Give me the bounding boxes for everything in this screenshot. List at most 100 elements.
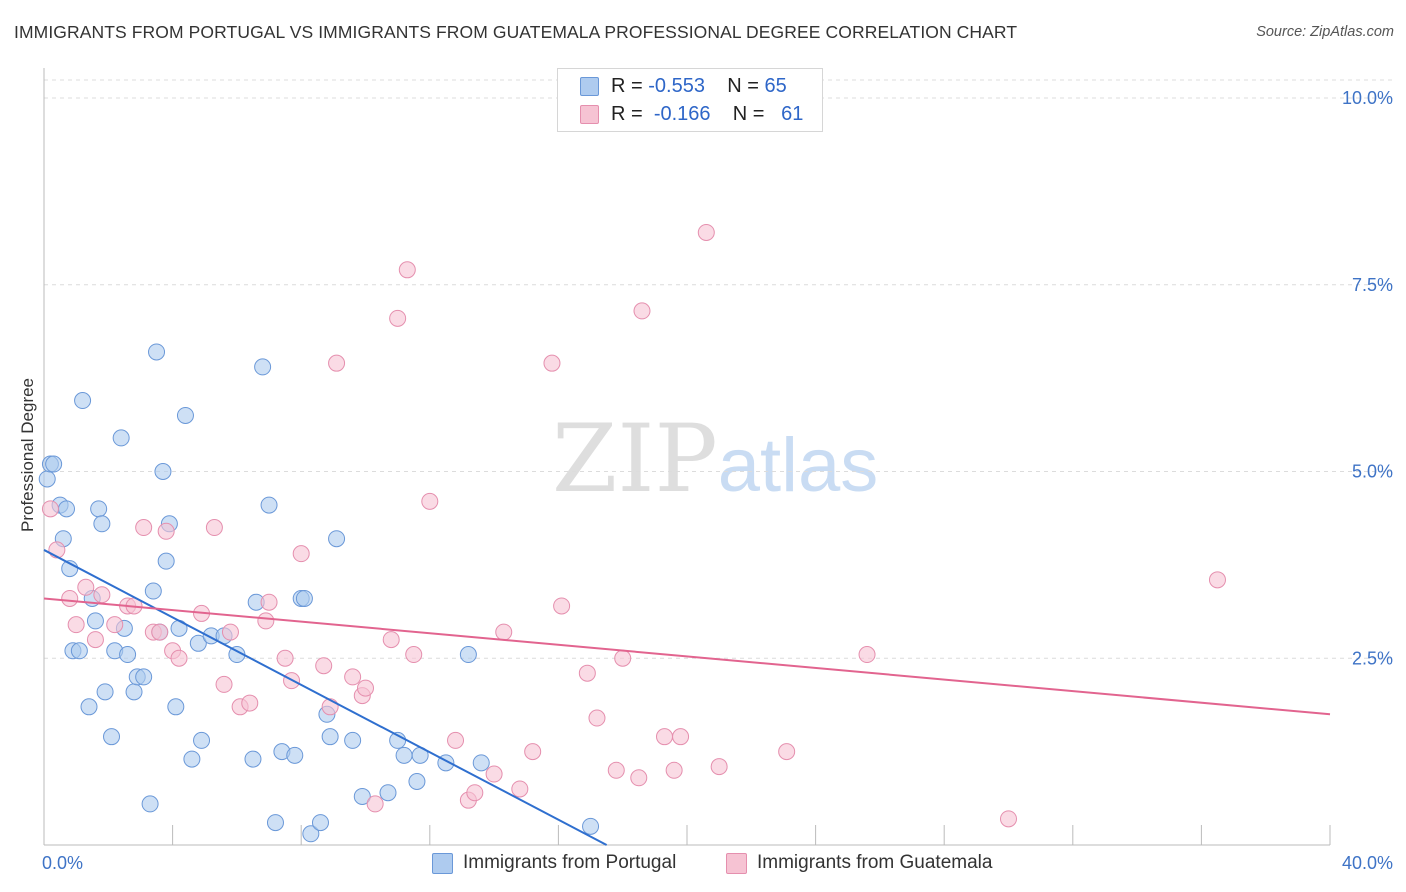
data-point-portugal <box>154 463 172 480</box>
data-point-portugal <box>38 470 56 488</box>
data-point-portugal <box>311 814 329 832</box>
legend-n-value-guatemala: 61 <box>781 102 804 125</box>
legend-r-value-portugal: -0.553 <box>648 74 705 97</box>
data-point-portugal <box>135 668 153 686</box>
chart-title: IMMIGRANTS FROM PORTUGAL VS IMMIGRANTS F… <box>14 22 1018 42</box>
data-point-guatemala <box>1208 571 1226 589</box>
data-point-portugal <box>344 731 362 749</box>
data-point-guatemala <box>511 780 529 798</box>
data-point-portugal <box>74 392 92 410</box>
series-legend-label-guatemala: Immigrants from Guatemala <box>757 852 993 873</box>
data-point-guatemala <box>485 765 503 783</box>
data-point-guatemala <box>61 589 79 607</box>
data-point-guatemala <box>578 664 596 682</box>
data-point-guatemala <box>328 354 346 372</box>
data-point-guatemala <box>257 612 275 630</box>
data-point-guatemala <box>778 743 796 761</box>
data-point-guatemala <box>495 623 513 641</box>
data-point-guatemala <box>630 769 648 787</box>
data-point-portugal <box>328 530 346 548</box>
data-point-portugal <box>157 552 175 570</box>
data-point-guatemala <box>398 261 416 279</box>
data-point-guatemala <box>543 354 561 372</box>
data-point-portugal <box>582 817 600 835</box>
data-point-portugal <box>103 728 121 746</box>
data-point-portugal <box>286 746 304 764</box>
series-legend: Immigrants from Portugal Immigrants from… <box>0 852 1406 878</box>
data-point-portugal <box>260 496 278 514</box>
series-swatch-portugal <box>432 852 453 874</box>
legend-row-portugal: R = -0.553 N = 65 <box>580 72 787 100</box>
data-point-portugal <box>183 750 201 768</box>
data-point-portugal <box>70 642 88 660</box>
data-point-portugal <box>254 358 272 376</box>
data-point-guatemala <box>67 616 85 634</box>
series-legend-portugal[interactable]: Immigrants from Portugal <box>432 852 676 874</box>
data-point-guatemala <box>215 675 233 693</box>
data-point-portugal <box>90 500 108 518</box>
data-point-guatemala <box>344 668 362 686</box>
data-point-portugal <box>193 731 211 749</box>
data-point-portugal <box>148 343 166 361</box>
data-point-guatemala <box>672 728 690 746</box>
data-point-portugal <box>302 825 320 843</box>
data-point-portugal <box>144 582 162 600</box>
legend-n-value-portugal: 65 <box>764 74 787 97</box>
legend-n-label-portugal: N = <box>727 74 759 97</box>
data-point-guatemala <box>276 649 294 667</box>
legend-row-guatemala: R = -0.166 N = 61 <box>580 100 803 128</box>
data-point-portugal <box>353 787 371 805</box>
data-point-guatemala <box>48 541 66 559</box>
data-point-guatemala <box>655 728 673 746</box>
data-point-portugal <box>86 612 104 630</box>
legend-swatch-portugal <box>580 76 599 96</box>
data-point-portugal <box>141 795 159 813</box>
data-point-portugal <box>472 754 490 772</box>
data-point-guatemala <box>77 578 95 596</box>
data-point-guatemala <box>858 646 876 664</box>
y-axis-label: Professional Degree <box>18 377 37 533</box>
data-point-guatemala <box>447 731 465 749</box>
data-point-guatemala <box>260 593 278 611</box>
data-point-guatemala <box>357 679 374 697</box>
legend-r-label-guatemala: R = <box>611 102 643 125</box>
data-point-guatemala <box>241 694 259 712</box>
data-point-portugal <box>58 500 76 518</box>
data-point-guatemala <box>170 649 188 667</box>
data-point-portugal <box>321 728 339 746</box>
data-point-portugal <box>80 698 98 716</box>
data-point-guatemala <box>614 649 632 667</box>
data-point-guatemala <box>697 223 715 241</box>
data-point-guatemala <box>315 657 333 675</box>
y-tick-label: 5.0% <box>1352 462 1393 482</box>
data-point-guatemala <box>321 698 339 716</box>
data-point-portugal <box>45 455 63 473</box>
data-point-portugal <box>459 646 477 664</box>
data-point-guatemala <box>157 522 175 540</box>
data-point-portugal <box>112 429 130 447</box>
data-point-guatemala <box>421 492 439 510</box>
x-tick-label-max: 40.0% <box>1342 853 1393 873</box>
y-tick-label: 7.5% <box>1352 275 1393 295</box>
data-point-guatemala <box>41 500 59 518</box>
data-point-guatemala <box>292 545 310 563</box>
data-point-guatemala <box>665 761 683 779</box>
trend-line-portugal <box>43 549 608 846</box>
data-point-guatemala <box>221 623 239 641</box>
y-tick-label: 10.0% <box>1342 88 1393 108</box>
data-point-portugal <box>408 773 426 791</box>
series-legend-guatemala[interactable]: Immigrants from Guatemala <box>726 852 992 874</box>
data-point-guatemala <box>524 743 542 761</box>
data-point-portugal <box>379 784 397 802</box>
y-tick-label: 2.5% <box>1352 648 1393 668</box>
data-point-guatemala <box>151 623 169 641</box>
correlation-legend: R = -0.553 N = 65 R = -0.166 N = 61 <box>557 68 823 132</box>
data-point-portugal <box>189 634 207 652</box>
data-point-guatemala <box>633 302 651 320</box>
series-legend-label-portugal: Immigrants from Portugal <box>463 852 677 873</box>
data-point-guatemala <box>135 519 153 537</box>
data-point-portugal <box>93 515 111 533</box>
data-point-guatemala <box>382 631 400 649</box>
data-point-guatemala <box>466 784 484 802</box>
legend-r-value-guatemala: -0.166 <box>653 102 711 125</box>
